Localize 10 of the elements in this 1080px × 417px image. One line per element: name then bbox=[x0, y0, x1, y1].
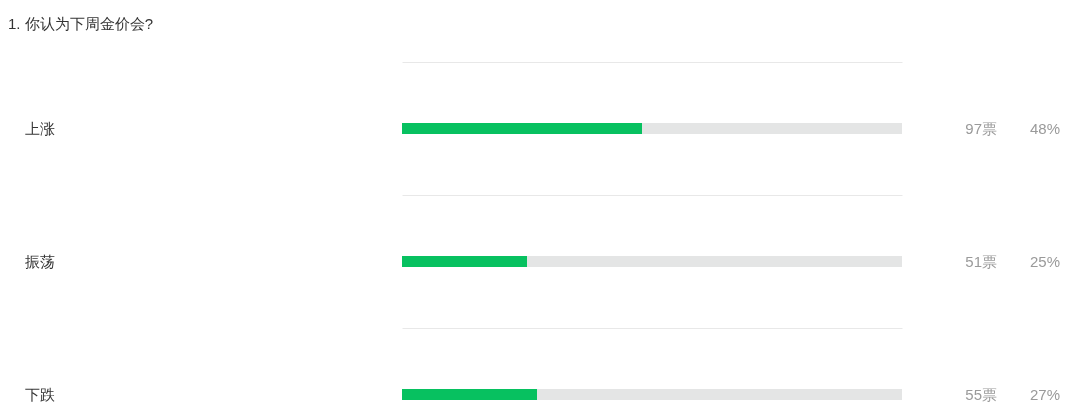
y-tick-label: 上涨 bbox=[25, 119, 55, 137]
data-label: 48% bbox=[1029, 119, 1060, 137]
text: 1. 你认为下周金价会? bbox=[8, 15, 154, 32]
data-label: 27% bbox=[1029, 385, 1060, 403]
text: 97票 bbox=[965, 119, 997, 137]
text: 51票 bbox=[965, 252, 997, 270]
y-tick-label: 下跌 bbox=[25, 385, 55, 403]
data-label: 25% bbox=[1029, 252, 1060, 270]
text: 55票 bbox=[965, 385, 997, 403]
y-tick-label: 振荡 bbox=[25, 252, 55, 270]
